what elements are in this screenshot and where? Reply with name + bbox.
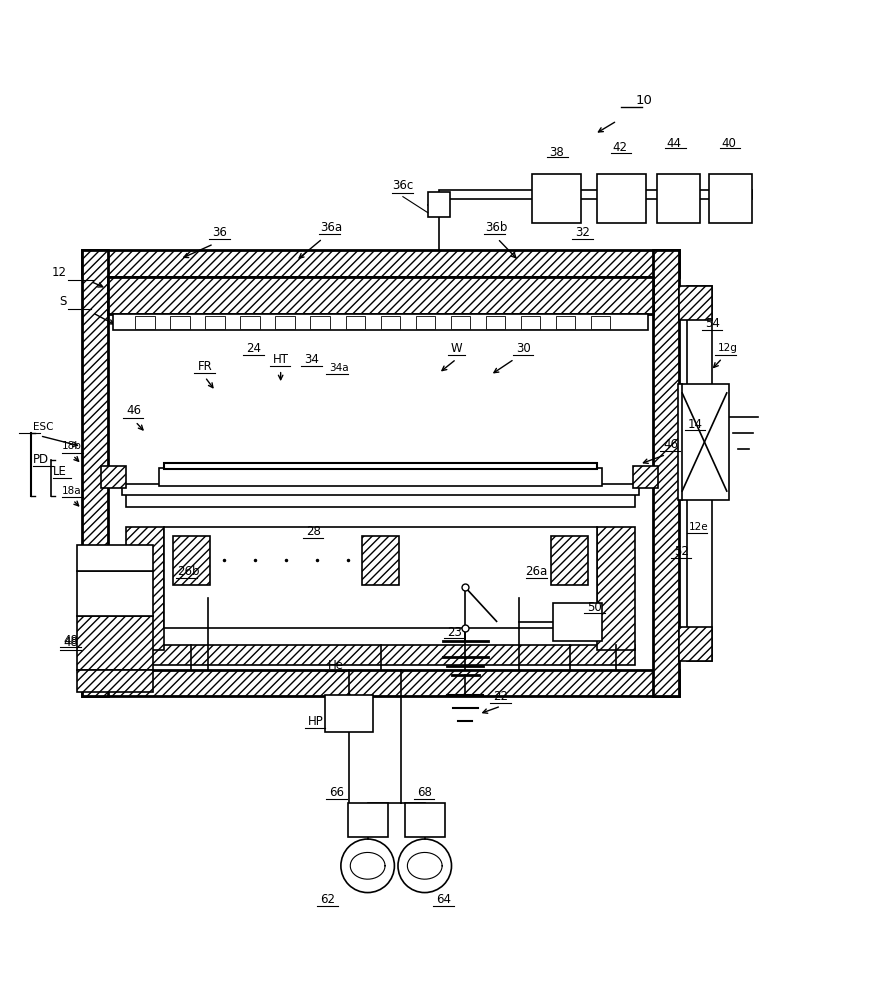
Text: 26a: 26a bbox=[525, 565, 547, 578]
Text: 22: 22 bbox=[493, 690, 508, 703]
Text: 52: 52 bbox=[673, 545, 687, 558]
Text: 36b: 36b bbox=[485, 221, 507, 234]
Text: FR: FR bbox=[198, 360, 212, 373]
Text: 62: 62 bbox=[320, 893, 335, 906]
Text: 12e: 12e bbox=[688, 522, 708, 532]
Bar bbox=[652, 250, 679, 696]
Bar bbox=[552, 603, 601, 641]
Bar bbox=[656, 174, 699, 223]
Text: 36: 36 bbox=[212, 226, 227, 239]
Bar bbox=[108, 277, 652, 314]
Bar bbox=[555, 316, 575, 329]
Bar bbox=[361, 536, 399, 585]
Text: 46: 46 bbox=[126, 404, 140, 417]
Bar bbox=[590, 316, 610, 329]
Bar bbox=[677, 384, 729, 500]
Bar bbox=[679, 286, 711, 320]
Text: 28: 28 bbox=[306, 525, 321, 538]
Text: S: S bbox=[59, 295, 66, 308]
Text: 10: 10 bbox=[635, 94, 652, 107]
Bar bbox=[81, 250, 108, 696]
Bar bbox=[240, 316, 259, 329]
Text: 26b: 26b bbox=[177, 565, 199, 578]
Text: HP: HP bbox=[308, 715, 323, 728]
Text: 54: 54 bbox=[704, 317, 719, 330]
Bar bbox=[77, 571, 153, 616]
Bar bbox=[173, 536, 210, 585]
Text: 42: 42 bbox=[611, 141, 627, 154]
Text: 23: 23 bbox=[447, 626, 461, 639]
Text: 12: 12 bbox=[52, 266, 66, 279]
Text: He: He bbox=[327, 659, 343, 672]
Bar bbox=[77, 545, 153, 571]
Bar bbox=[113, 314, 647, 330]
Text: 14: 14 bbox=[687, 418, 703, 431]
Bar bbox=[686, 286, 711, 661]
Bar bbox=[596, 174, 645, 223]
Text: ESC: ESC bbox=[32, 422, 53, 432]
Text: 48: 48 bbox=[63, 636, 79, 649]
Bar bbox=[596, 527, 634, 650]
Bar bbox=[451, 316, 469, 329]
Bar bbox=[415, 316, 434, 329]
Bar bbox=[275, 316, 294, 329]
Text: 40: 40 bbox=[721, 137, 735, 150]
Bar bbox=[164, 463, 596, 469]
Bar bbox=[170, 316, 190, 329]
Text: 44: 44 bbox=[666, 137, 681, 150]
Bar bbox=[159, 468, 601, 486]
Text: PD: PD bbox=[32, 453, 48, 466]
Text: 68: 68 bbox=[417, 786, 431, 799]
Text: 50: 50 bbox=[586, 601, 602, 614]
Bar bbox=[347, 803, 387, 837]
Bar bbox=[77, 670, 153, 692]
Bar bbox=[126, 491, 634, 507]
Bar bbox=[345, 316, 365, 329]
Text: 34a: 34a bbox=[328, 363, 348, 373]
Text: W: W bbox=[450, 342, 461, 355]
Bar bbox=[532, 174, 581, 223]
Bar bbox=[164, 527, 596, 628]
Text: 66: 66 bbox=[329, 786, 344, 799]
Bar bbox=[679, 627, 711, 661]
Bar bbox=[485, 316, 504, 329]
Bar bbox=[205, 316, 224, 329]
Bar bbox=[81, 250, 679, 277]
Bar bbox=[404, 803, 444, 837]
Text: 18a: 18a bbox=[62, 486, 81, 496]
Bar bbox=[520, 316, 539, 329]
Text: 48: 48 bbox=[63, 634, 79, 647]
Text: 30: 30 bbox=[515, 342, 530, 355]
Bar bbox=[135, 316, 155, 329]
Bar bbox=[438, 190, 751, 199]
Bar bbox=[325, 695, 373, 732]
Text: 46: 46 bbox=[662, 438, 678, 451]
Bar bbox=[551, 536, 588, 585]
Text: 36c: 36c bbox=[392, 179, 413, 192]
Text: 18b: 18b bbox=[62, 441, 82, 451]
Bar bbox=[427, 192, 450, 217]
Bar bbox=[126, 527, 164, 650]
Bar bbox=[708, 174, 751, 223]
Text: 36a: 36a bbox=[320, 221, 342, 234]
Text: 24: 24 bbox=[246, 342, 261, 355]
Bar bbox=[108, 277, 652, 670]
Bar bbox=[81, 670, 679, 696]
Text: 38: 38 bbox=[548, 146, 563, 159]
Text: 64: 64 bbox=[436, 893, 451, 906]
Text: 34: 34 bbox=[304, 353, 319, 366]
Bar bbox=[310, 316, 329, 329]
Bar bbox=[101, 466, 126, 488]
Bar bbox=[122, 484, 638, 495]
Text: HT: HT bbox=[273, 353, 289, 366]
Bar bbox=[380, 316, 400, 329]
Bar bbox=[77, 616, 153, 670]
Text: 12g: 12g bbox=[717, 343, 737, 353]
Bar bbox=[126, 645, 634, 665]
Text: 32: 32 bbox=[574, 226, 589, 239]
Bar bbox=[632, 466, 657, 488]
Text: LE: LE bbox=[53, 465, 67, 478]
